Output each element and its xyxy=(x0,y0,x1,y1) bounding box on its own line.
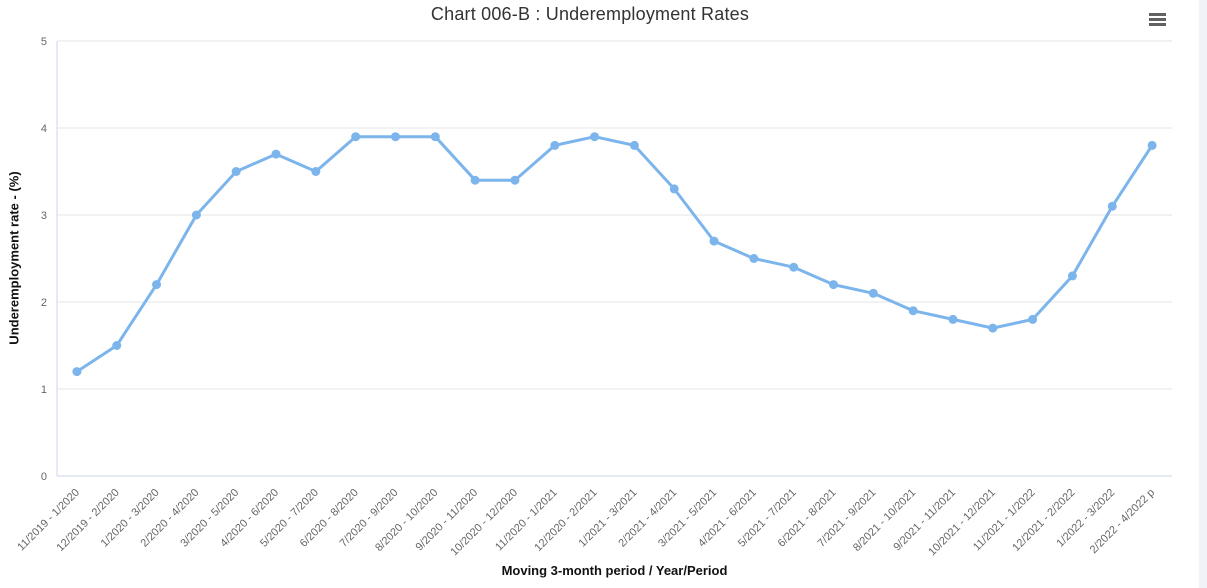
page-edge-strip xyxy=(1199,0,1207,588)
data-point-marker xyxy=(72,367,82,377)
data-point-marker xyxy=(669,184,679,194)
x-tick-label: 10/2020 - 12/2020 xyxy=(448,487,520,559)
data-point-marker xyxy=(868,288,878,298)
data-point-marker xyxy=(948,314,958,324)
data-point-marker xyxy=(1067,271,1077,281)
data-point-marker xyxy=(789,262,799,272)
y-tick-label: 5 xyxy=(41,36,47,48)
data-point-marker xyxy=(191,210,201,220)
data-point-marker xyxy=(908,306,918,316)
menu-bar xyxy=(1149,12,1166,16)
series-line xyxy=(75,135,1154,374)
data-point-marker xyxy=(550,140,560,150)
data-point-marker xyxy=(231,167,241,176)
data-point-marker xyxy=(629,140,639,150)
data-point-marker xyxy=(1028,314,1038,324)
y-tick-label: 3 xyxy=(41,210,47,222)
hamburger-menu-icon[interactable] xyxy=(1146,9,1170,29)
data-point-marker xyxy=(470,175,480,185)
data-point-marker xyxy=(311,167,321,176)
data-point-marker xyxy=(988,323,998,333)
data-point-marker xyxy=(1107,201,1117,211)
y-tick-label: 1 xyxy=(41,384,47,396)
y-tick-label: 2 xyxy=(41,297,47,309)
data-point-marker xyxy=(351,132,361,142)
data-point-marker xyxy=(829,280,839,290)
chart-title: Chart 006-B : Underemployment Rates xyxy=(430,4,750,24)
data-point-marker xyxy=(1147,140,1157,150)
data-point-marker xyxy=(709,236,719,246)
menu-bar xyxy=(1149,22,1166,26)
data-point-marker xyxy=(590,132,600,142)
data-point-marker xyxy=(749,254,759,263)
menu-bar xyxy=(1149,17,1166,21)
data-point-marker xyxy=(271,149,281,159)
data-point-marker xyxy=(112,341,122,350)
data-point-marker xyxy=(430,132,440,142)
y-tick-label: 0 xyxy=(41,471,47,483)
x-axis-title: Moving 3-month period / Year/Period xyxy=(501,563,728,578)
data-point-marker xyxy=(390,132,400,142)
x-tick-label: 10/2021 - 12/2021 xyxy=(926,487,998,559)
y-tick-label: 4 xyxy=(41,123,47,135)
data-point-marker xyxy=(152,280,162,290)
data-point-marker xyxy=(510,175,520,185)
